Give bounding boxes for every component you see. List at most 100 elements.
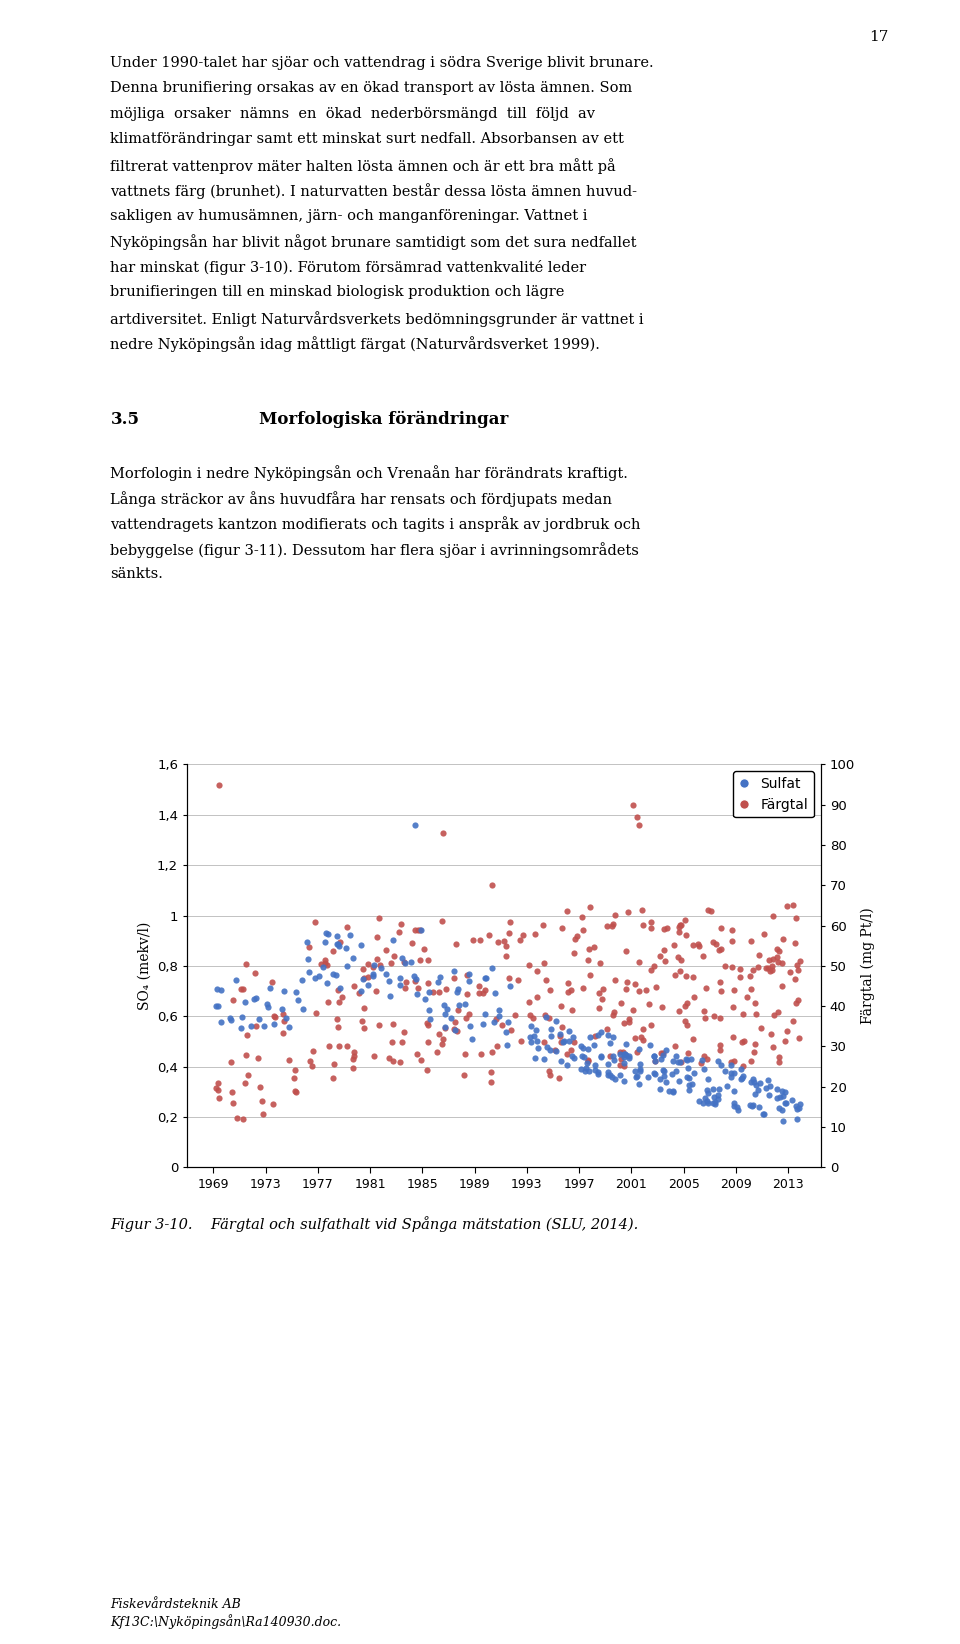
- Point: [417, 985, 432, 1011]
- Point: [619, 970, 635, 996]
- Point: [712, 968, 728, 995]
- Point: [635, 912, 650, 939]
- Point: [724, 1060, 739, 1087]
- Text: filtrerat vattenprov mäter halten lösta ämnen och är ett bra mått på: filtrerat vattenprov mäter halten lösta …: [110, 158, 616, 174]
- Point: [632, 1072, 647, 1098]
- Point: [627, 1024, 642, 1051]
- Point: [450, 996, 466, 1023]
- Point: [393, 1049, 408, 1075]
- Point: [745, 1093, 760, 1120]
- Point: [440, 995, 455, 1021]
- Point: [382, 983, 397, 1009]
- Point: [679, 990, 694, 1016]
- Point: [785, 893, 801, 919]
- Point: [634, 1023, 649, 1049]
- Point: [569, 924, 585, 950]
- Point: [743, 1047, 758, 1074]
- Point: [748, 1082, 763, 1108]
- Point: [712, 1006, 728, 1032]
- Point: [724, 1052, 739, 1078]
- Point: [247, 986, 262, 1013]
- Point: [351, 980, 367, 1006]
- Point: [671, 998, 686, 1024]
- Point: [763, 1021, 779, 1047]
- Point: [431, 968, 446, 995]
- Point: [260, 993, 276, 1019]
- Point: [628, 1057, 643, 1083]
- Point: [224, 1049, 239, 1075]
- Point: [744, 977, 759, 1003]
- Point: [444, 1004, 459, 1031]
- Point: [537, 1029, 552, 1055]
- Point: [668, 1032, 684, 1059]
- Point: [606, 1024, 621, 1051]
- Point: [450, 977, 466, 1003]
- Point: [331, 990, 347, 1016]
- Point: [734, 1029, 750, 1055]
- Point: [748, 1031, 763, 1057]
- Point: [481, 922, 496, 949]
- Point: [276, 1019, 291, 1046]
- Point: [774, 1097, 789, 1123]
- Point: [291, 986, 306, 1013]
- Point: [646, 1044, 661, 1070]
- Point: [460, 981, 475, 1008]
- Point: [554, 1013, 569, 1039]
- Point: [680, 1064, 695, 1090]
- Point: [757, 1075, 773, 1101]
- Point: [587, 934, 602, 960]
- Point: [752, 1070, 767, 1097]
- Point: [561, 970, 576, 996]
- Point: [607, 1047, 622, 1074]
- Point: [407, 812, 422, 838]
- Point: [686, 1060, 702, 1087]
- Point: [706, 1090, 721, 1116]
- Point: [706, 1075, 721, 1101]
- Text: Under 1990-talet har sjöar och vattendrag i södra Sverige blivit brunare.: Under 1990-talet har sjöar och vattendra…: [110, 56, 654, 71]
- Point: [612, 1062, 628, 1088]
- Point: [665, 1047, 681, 1074]
- Point: [472, 927, 488, 954]
- Point: [776, 926, 791, 952]
- Point: [394, 911, 409, 937]
- Point: [499, 1032, 515, 1059]
- Point: [594, 985, 610, 1011]
- Point: [264, 968, 279, 995]
- Point: [605, 912, 620, 939]
- Point: [529, 958, 544, 985]
- Point: [707, 1083, 722, 1110]
- Point: [698, 1004, 713, 1031]
- Point: [733, 1055, 749, 1082]
- Text: artdiversitet. Enligt Naturvårdsverkets bedömningsgrunder är vattnet i: artdiversitet. Enligt Naturvårdsverkets …: [110, 311, 644, 327]
- Point: [605, 1064, 620, 1090]
- Point: [747, 1069, 762, 1095]
- Point: [765, 1034, 780, 1060]
- Point: [564, 1042, 580, 1069]
- Point: [395, 1029, 410, 1055]
- Point: [697, 1085, 712, 1111]
- Text: har minskat (figur 3-10). Förutom försämrad vattenkvalité leder: har minskat (figur 3-10). Förutom försäm…: [110, 260, 587, 275]
- Point: [707, 1088, 722, 1115]
- Point: [487, 1009, 502, 1036]
- Point: [671, 944, 686, 970]
- Point: [607, 1065, 622, 1092]
- Point: [746, 1039, 761, 1065]
- Point: [575, 917, 590, 944]
- Point: [632, 1055, 647, 1082]
- Point: [695, 1090, 710, 1116]
- Point: [616, 1044, 632, 1070]
- Point: [330, 931, 346, 957]
- Point: [386, 942, 401, 968]
- Point: [320, 952, 335, 978]
- Point: [326, 1051, 342, 1077]
- Point: [681, 1041, 696, 1067]
- Point: [321, 921, 336, 947]
- Point: [579, 1055, 594, 1082]
- Point: [761, 947, 777, 973]
- Point: [208, 1075, 224, 1101]
- Point: [615, 1039, 631, 1065]
- Point: [355, 1008, 371, 1034]
- Point: [526, 1023, 541, 1049]
- Point: [789, 1095, 804, 1121]
- Point: [791, 986, 806, 1013]
